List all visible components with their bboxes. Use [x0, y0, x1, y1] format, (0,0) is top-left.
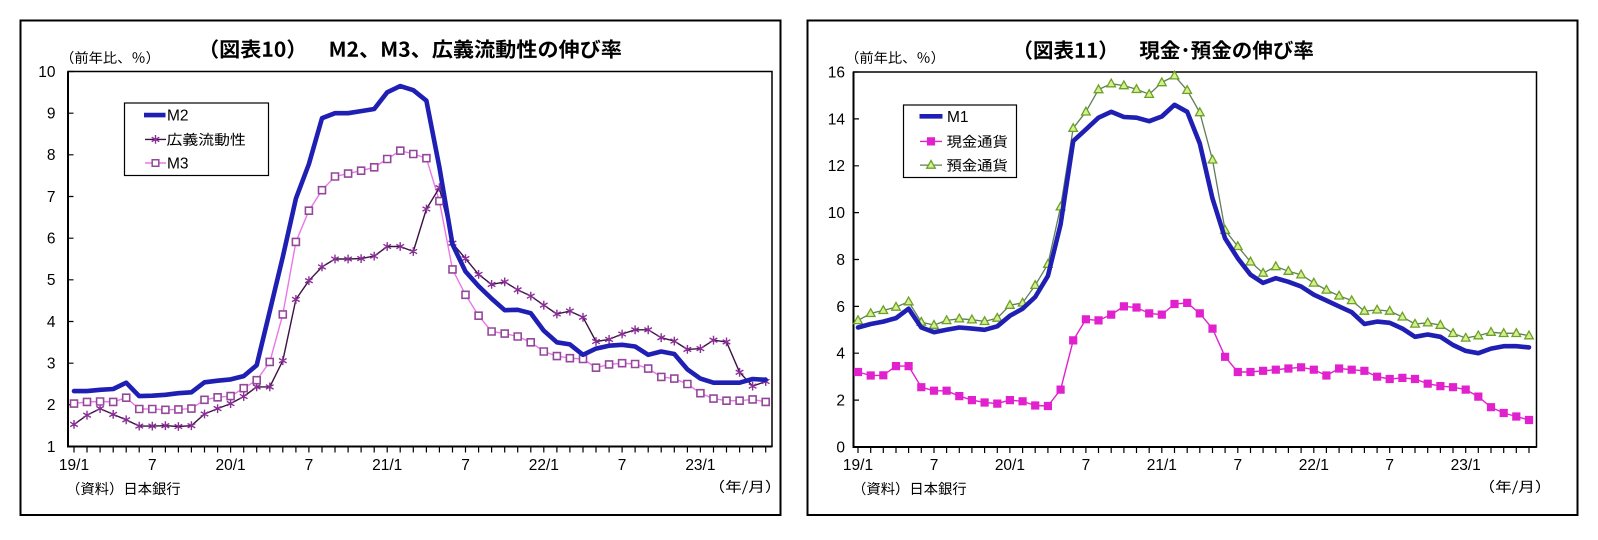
svg-text:2: 2 [836, 393, 845, 410]
svg-text:7: 7 [461, 457, 470, 474]
svg-text:3: 3 [47, 356, 56, 373]
svg-text:6: 6 [47, 231, 56, 248]
svg-text:23/1: 23/1 [685, 457, 715, 474]
svg-text:22/1: 22/1 [1299, 457, 1329, 474]
svg-text:9: 9 [47, 106, 56, 123]
svg-text:M1: M1 [947, 109, 969, 126]
svg-text:4: 4 [47, 314, 56, 331]
svg-text:10: 10 [38, 64, 56, 81]
svg-text:8: 8 [47, 147, 56, 164]
svg-text:19/1: 19/1 [843, 457, 873, 474]
svg-text:5: 5 [47, 272, 56, 289]
svg-text:16: 16 [828, 64, 845, 81]
svg-text:7: 7 [1233, 457, 1242, 474]
svg-text:M3: M3 [167, 156, 189, 173]
svg-text:4: 4 [836, 346, 845, 363]
svg-text:22/1: 22/1 [529, 457, 559, 474]
svg-text:6: 6 [836, 299, 845, 316]
svg-text:7: 7 [47, 189, 56, 206]
svg-text:7: 7 [148, 457, 157, 474]
svg-text:14: 14 [828, 111, 846, 128]
svg-text:20/1: 20/1 [216, 457, 246, 474]
svg-text:10: 10 [828, 205, 846, 222]
svg-text:1: 1 [47, 439, 56, 456]
svg-text:7: 7 [305, 457, 314, 474]
svg-text:23/1: 23/1 [1451, 457, 1481, 474]
svg-text:0: 0 [836, 439, 845, 456]
svg-text:12: 12 [828, 158, 845, 175]
svg-text:2: 2 [47, 397, 56, 414]
svg-text:7: 7 [1385, 457, 1394, 474]
svg-text:M2: M2 [167, 108, 189, 125]
svg-text:21/1: 21/1 [1147, 457, 1177, 474]
svg-text:8: 8 [836, 252, 845, 269]
svg-text:19/1: 19/1 [59, 457, 89, 474]
svg-text:21/1: 21/1 [372, 457, 402, 474]
svg-text:20/1: 20/1 [995, 457, 1025, 474]
svg-text:7: 7 [930, 457, 939, 474]
svg-text:7: 7 [618, 457, 627, 474]
svg-text:7: 7 [1082, 457, 1091, 474]
